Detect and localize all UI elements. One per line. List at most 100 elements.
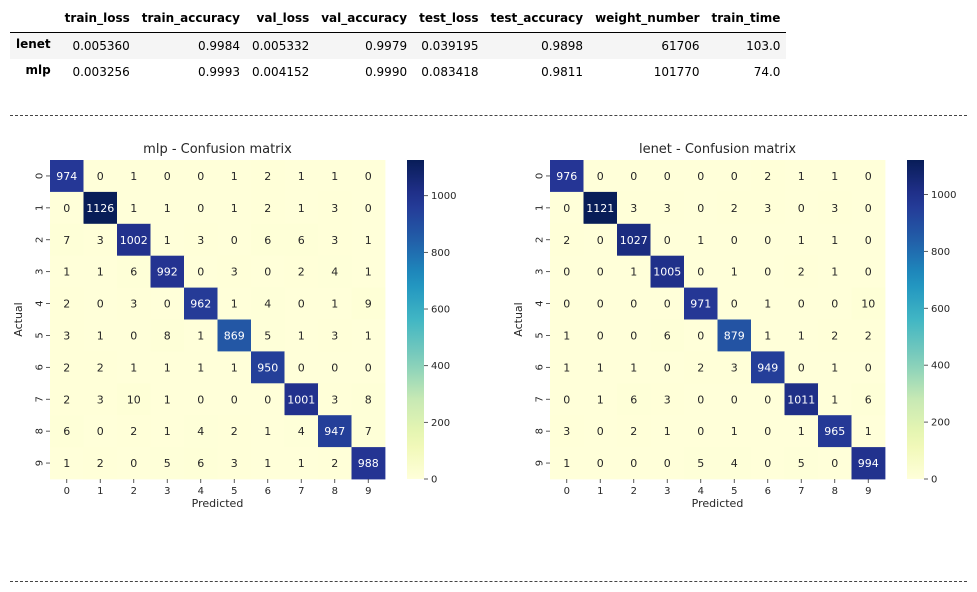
cell-value-label: 0 (731, 170, 738, 183)
heatmap-cell (351, 255, 386, 288)
heatmap-cell (184, 191, 218, 225)
heatmap-cell (251, 383, 285, 416)
cell-value-label: 8 (365, 393, 372, 406)
cell-value-label: 3 (563, 425, 570, 438)
heatmap-cell (617, 383, 651, 416)
x-tick-label: 6 (765, 486, 771, 497)
heatmap-cell (217, 447, 252, 480)
colorbar-tick-label: 1000 (431, 191, 456, 202)
cell-value-label: 0 (731, 393, 738, 406)
cell-value-label: 1 (563, 457, 570, 470)
heatmap-cell (351, 191, 386, 225)
col-header: test_loss (413, 8, 485, 33)
metrics-header-row: train_loss train_accuracy val_loss val_a… (10, 8, 787, 33)
cell-value-label: 0 (764, 393, 771, 406)
cell-value-label: 1 (630, 266, 637, 279)
heatmap-cell (818, 287, 852, 320)
heatmap-cell (150, 447, 185, 480)
cell-value-label: 0 (764, 266, 771, 279)
cell-value-label: 2 (331, 457, 338, 470)
heatmap-cell (83, 287, 118, 320)
col-header: train_time (705, 8, 787, 33)
cell-value-label: 0 (130, 329, 137, 342)
cell-value-label: 3 (664, 393, 671, 406)
heatmap-cell (50, 223, 84, 257)
x-tick-label: 4 (698, 486, 704, 497)
cell-value-label: 0 (63, 202, 70, 215)
heatmap-cell (83, 160, 118, 193)
cell-value-label: 2 (130, 425, 137, 438)
heatmap-cell (550, 191, 584, 225)
cell-value-label: 2 (63, 393, 70, 406)
heatmap-cell (318, 383, 352, 416)
cell-value-label: 1002 (120, 234, 148, 247)
heatmap-cell (117, 160, 151, 193)
heatmap-cell (550, 223, 584, 257)
x-tick-label: 2 (631, 486, 637, 497)
cell-value-label: 994 (858, 457, 879, 470)
cell-value-label: 1 (331, 170, 338, 183)
heatmap-cell (50, 447, 84, 480)
cell-value-label: 1 (264, 457, 271, 470)
heatmap-cell (851, 415, 886, 448)
cell-value-label: 6 (63, 425, 70, 438)
heatmap-cell (351, 319, 386, 352)
heatmap-cell (83, 191, 118, 225)
table-cell: 0.9898 (541, 39, 584, 53)
cell-value-label: 8 (164, 329, 171, 342)
cell-value-label: 0 (197, 266, 204, 279)
cell-value-label: 1 (164, 234, 171, 247)
heatmap-cell (50, 351, 84, 384)
heatmap-cell (284, 255, 319, 288)
heatmap-cell (617, 191, 651, 225)
heatmap-cell (184, 351, 218, 384)
cell-value-label: 1126 (86, 202, 114, 215)
cell-value-label: 0 (264, 393, 271, 406)
heatmap-cell (184, 287, 218, 320)
heatmap-cell (550, 383, 584, 416)
table-row: mlp 0.003256 0.9993 0.004152 0.9990 0.08… (10, 59, 786, 85)
cell-value-label: 965 (824, 425, 845, 438)
heatmap-cell (650, 191, 685, 225)
heatmap-cell (83, 319, 118, 352)
heatmap-cell (583, 383, 618, 416)
heatmap-cell (684, 415, 718, 448)
cell-value-label: 971 (690, 298, 711, 311)
heatmap-cell (117, 287, 151, 320)
cell-value-label: 2 (798, 266, 805, 279)
cell-value-label: 1 (164, 393, 171, 406)
chart-title: lenet - Confusion matrix (639, 142, 796, 157)
heatmap-cell (50, 255, 84, 288)
table-cell: 0.9984 (197, 39, 240, 53)
heatmap-cell (751, 415, 785, 448)
cell-value-label: 1011 (787, 393, 815, 406)
cell-value-label: 0 (563, 298, 570, 311)
cell-value-label: 1 (731, 425, 738, 438)
colorbar-tick-label: 0 (431, 475, 437, 486)
cell-value-label: 0 (97, 425, 104, 438)
heatmap-cell (784, 383, 819, 416)
x-tick-label: 2 (131, 486, 137, 497)
cell-value-label: 2 (298, 266, 305, 279)
cell-value-label: 3 (197, 234, 204, 247)
heatmap-cell (117, 319, 151, 352)
cell-value-label: 1 (798, 234, 805, 247)
cell-value-label: 0 (865, 234, 872, 247)
heatmap-cell (583, 287, 618, 320)
cell-value-label: 0 (630, 457, 637, 470)
heatmap-cell (583, 415, 618, 448)
y-tick-label: 7 (35, 396, 46, 402)
x-tick-label: 0 (64, 486, 70, 497)
cell-value-label: 1 (831, 234, 838, 247)
y-tick-label: 6 (35, 364, 46, 370)
heatmap-cell (50, 319, 84, 352)
cell-value-label: 0 (264, 266, 271, 279)
cell-value-label: 1 (764, 329, 771, 342)
cell-value-label: 1 (563, 361, 570, 374)
heatmap-cell (751, 191, 785, 225)
cell-value-label: 0 (597, 170, 604, 183)
x-tick-label: 0 (564, 486, 570, 497)
x-tick-label: 5 (731, 486, 737, 497)
colorbar (907, 160, 924, 479)
col-header: train_loss (58, 8, 136, 33)
